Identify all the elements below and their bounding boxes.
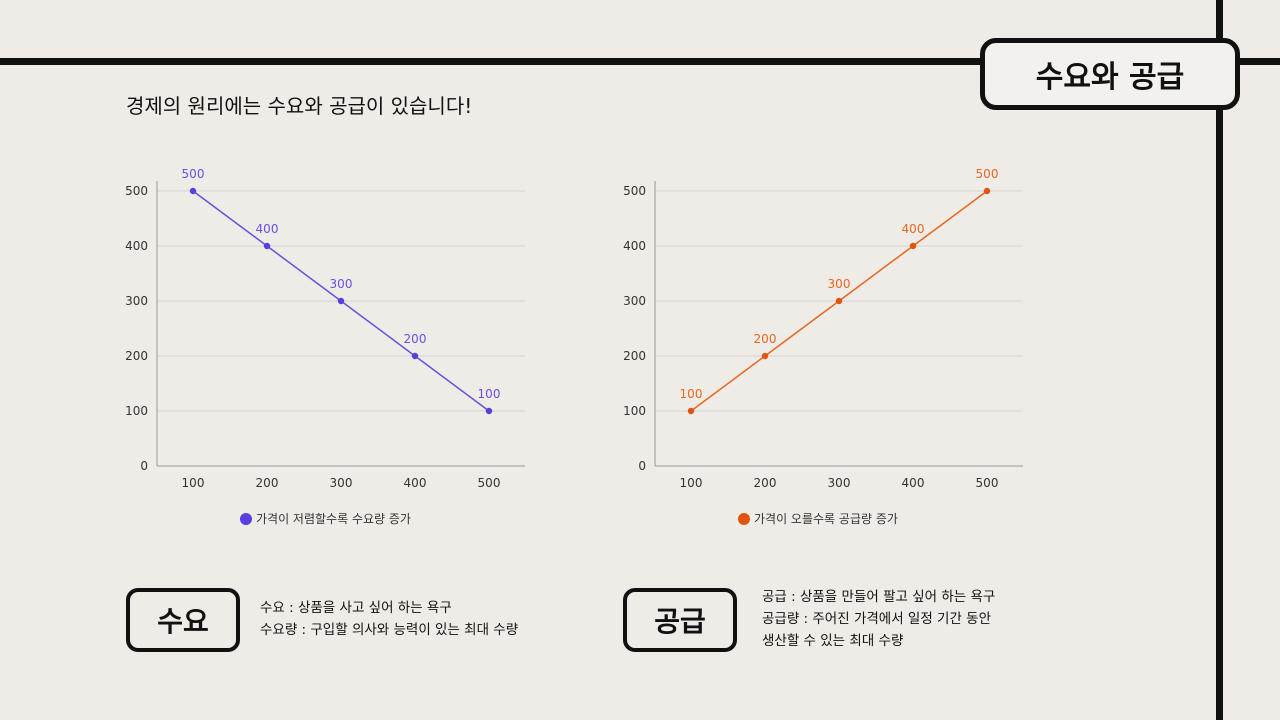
data-label: 300 xyxy=(828,277,851,291)
supply-definition: 공급 : 상품을 만들어 팔고 싶어 하는 욕구 공급량 : 주어진 가격에서 … xyxy=(762,586,995,652)
data-label: 400 xyxy=(256,222,279,236)
y-tick-label: 400 xyxy=(125,239,148,253)
data-point xyxy=(761,352,769,360)
data-label: 300 xyxy=(330,277,353,291)
frame-vertical-line xyxy=(1216,0,1223,720)
data-point xyxy=(687,407,695,415)
y-tick-label: 500 xyxy=(125,184,148,198)
y-tick-label: 200 xyxy=(623,349,646,363)
y-tick-label: 300 xyxy=(623,294,646,308)
data-label: 500 xyxy=(976,167,999,181)
data-point xyxy=(983,187,991,195)
demand-chart: 0 100 200 300 400 500 100 200 300 400 500 500 400 300… xyxy=(125,167,525,526)
supply-tag: 공급 xyxy=(623,588,737,652)
x-tick-label: 500 xyxy=(478,476,501,490)
data-point xyxy=(263,242,271,250)
demand-tag: 수요 xyxy=(126,588,240,652)
x-tick-label: 300 xyxy=(828,476,851,490)
data-point xyxy=(909,242,917,250)
frame-horizontal-line xyxy=(0,58,1280,65)
y-tick-label: 400 xyxy=(623,239,646,253)
x-tick-label: 200 xyxy=(256,476,279,490)
legend-marker xyxy=(738,513,750,525)
x-tick-label: 400 xyxy=(902,476,925,490)
y-tick-label: 100 xyxy=(623,404,646,418)
data-label: 200 xyxy=(754,332,777,346)
data-label: 400 xyxy=(902,222,925,236)
x-tick-label: 400 xyxy=(404,476,427,490)
y-tick-label: 200 xyxy=(125,349,148,363)
data-point xyxy=(835,297,843,305)
legend-marker xyxy=(240,513,252,525)
legend-label: 가격이 오를수록 공급량 증가 xyxy=(754,512,898,526)
definition-line: 수요량 : 구입할 의사와 능력이 있는 최대 수량 xyxy=(260,622,519,638)
legend-label: 가격이 저렴할수록 수요량 증가 xyxy=(256,512,411,526)
data-point xyxy=(337,297,345,305)
x-tick-label: 100 xyxy=(680,476,703,490)
data-label: 100 xyxy=(680,387,703,401)
x-tick-label: 300 xyxy=(330,476,353,490)
headline: 경제의 원리에는 수요와 공급이 있습니다! xyxy=(126,94,473,118)
x-tick-label: 100 xyxy=(182,476,205,490)
data-label: 100 xyxy=(478,387,501,401)
definition-line: 수요 : 상품을 사고 싶어 하는 욕구 xyxy=(260,600,452,616)
supply-chart: 0 100 200 300 400 500 100 200 300 400 500 100 200 300… xyxy=(623,167,1023,526)
data-label: 200 xyxy=(404,332,427,346)
y-tick-label: 0 xyxy=(140,459,148,473)
definition-line: 공급 : 상품을 만들어 팔고 싶어 하는 욕구 xyxy=(762,589,996,605)
y-tick-label: 500 xyxy=(623,184,646,198)
definition-line: 생산할 수 있는 최대 수량 xyxy=(762,633,904,649)
y-tick-label: 100 xyxy=(125,404,148,418)
data-point xyxy=(411,352,419,360)
x-tick-label: 200 xyxy=(754,476,777,490)
data-point xyxy=(485,407,493,415)
data-point xyxy=(189,187,197,195)
demand-definition: 수요 : 상품을 사고 싶어 하는 욕구 수요량 : 구입할 의사와 능력이 있… xyxy=(260,597,518,641)
y-tick-label: 0 xyxy=(638,459,646,473)
slide-title: 수요와 공급 xyxy=(980,38,1240,110)
y-tick-label: 300 xyxy=(125,294,148,308)
x-tick-label: 500 xyxy=(976,476,999,490)
data-label: 500 xyxy=(182,167,205,181)
definition-line: 공급량 : 주어진 가격에서 일정 기간 동안 xyxy=(762,611,992,627)
